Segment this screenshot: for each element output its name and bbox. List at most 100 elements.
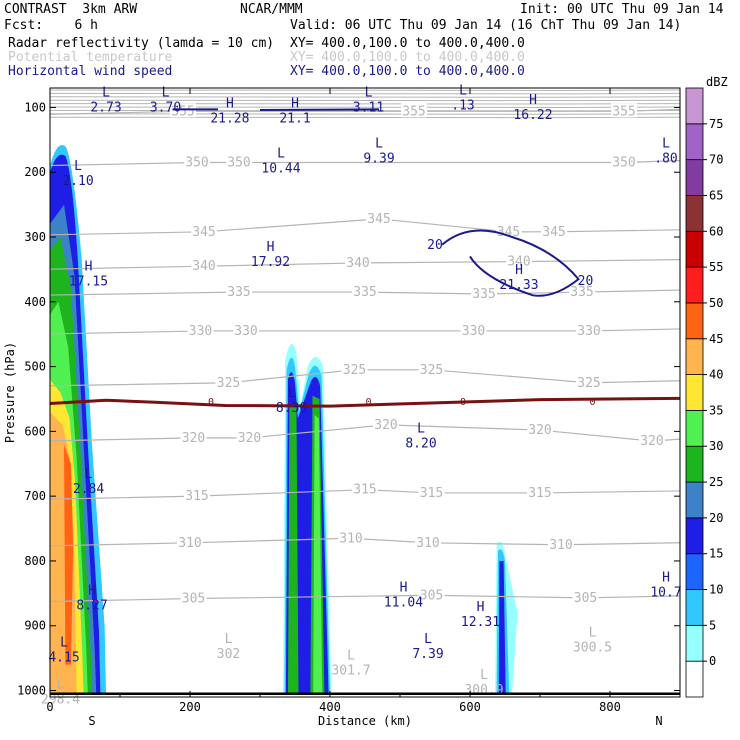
freezing-level-label: 0 bbox=[589, 397, 595, 408]
extremum-type: L bbox=[347, 648, 355, 663]
theta-contour-label: 320 bbox=[640, 434, 663, 449]
extremum-type: H bbox=[515, 263, 523, 278]
colorbar-level-label: 25 bbox=[709, 475, 723, 489]
theta-label-bg bbox=[233, 322, 259, 337]
theta-contour-label: 310 bbox=[416, 536, 439, 551]
extremum-type: L bbox=[74, 159, 82, 174]
theta-contour-line bbox=[49, 369, 681, 387]
plot-frame bbox=[49, 87, 681, 698]
y-tick-label: 700 bbox=[24, 489, 46, 503]
theta-contour-label: 355 bbox=[171, 104, 194, 119]
theta-contour-label: 335 bbox=[472, 287, 495, 302]
init-time: Init: 00 UTC Thu 09 Jan 14 bbox=[520, 2, 724, 17]
theta-contour-label: 345 bbox=[192, 225, 215, 240]
extremum-value: .13 bbox=[451, 98, 474, 113]
theta-contour-label: 355 bbox=[402, 104, 425, 119]
theta-label-bg bbox=[180, 590, 207, 605]
extremum-value: 9.39 bbox=[363, 152, 394, 167]
colorbar: 0 5 10 15 20 25 30 35 40 45 50 55 60 65 70 75 dBZ bbox=[685, 75, 728, 698]
extremum-value: 8.27 bbox=[76, 599, 107, 614]
theta-label-bg bbox=[345, 254, 371, 269]
theta-label-bg bbox=[226, 284, 252, 299]
extremum-value: 11.04 bbox=[384, 595, 423, 610]
extremum-type: L bbox=[162, 85, 170, 100]
theta-label-bg bbox=[352, 284, 378, 299]
extremum-type: H bbox=[662, 571, 670, 586]
colorbar-swatch bbox=[685, 481, 704, 519]
colorbar-swatch bbox=[685, 195, 704, 232]
theta-upper-line bbox=[49, 113, 681, 115]
theta-contour-line bbox=[49, 289, 681, 296]
theta-label-bg bbox=[184, 488, 210, 503]
refl-cell-2-35dbz bbox=[313, 415, 323, 694]
extremum-value: 2.84 bbox=[73, 482, 104, 497]
extremum-type: H bbox=[267, 240, 275, 255]
theta-contour-label: 315 bbox=[420, 486, 443, 501]
colorbar-level-label: 15 bbox=[709, 547, 723, 561]
extremum-value: 298.4 bbox=[41, 693, 80, 708]
theta-contour-label: 325 bbox=[577, 376, 600, 391]
theta-label-bg bbox=[191, 223, 217, 238]
theta-contour-label: 305 bbox=[182, 592, 205, 607]
theta-label-bg bbox=[548, 536, 574, 551]
y-tick-label: 200 bbox=[24, 165, 46, 179]
extremum-value: 302 bbox=[217, 647, 240, 662]
extremum-value: 10.7 bbox=[650, 586, 681, 601]
valid-time: Valid: 06 UTC Thu 09 Jan 14 (16 ChT Thu … bbox=[290, 18, 682, 33]
layer-1-name: Radar reflectivity (lamda = 10 cm) bbox=[8, 36, 275, 51]
theta-upper-line bbox=[49, 96, 681, 98]
colorbar-swatch bbox=[685, 410, 704, 447]
theta-upper-line bbox=[49, 89, 681, 91]
theta-label-bg bbox=[352, 481, 378, 496]
theta-contour-label: 340 bbox=[507, 255, 530, 270]
extremum-type: L bbox=[57, 678, 65, 693]
theta-label-bg bbox=[418, 587, 445, 602]
theta-label-bg bbox=[460, 322, 487, 337]
wind-20-contour bbox=[441, 229, 580, 297]
theta-contour-label: 325 bbox=[217, 376, 240, 391]
colorbar-swatch bbox=[685, 624, 704, 662]
theta-contour-label: 320 bbox=[182, 431, 205, 446]
theta-contour-label: 345 bbox=[497, 225, 520, 240]
theta-contour-label: 315 bbox=[528, 486, 551, 501]
theta-label-bg bbox=[177, 534, 203, 549]
extremum-type: H bbox=[400, 580, 408, 595]
theta-label-bg bbox=[415, 534, 441, 549]
theta-contour-line bbox=[49, 489, 681, 500]
wind-jet-contour bbox=[172, 108, 380, 112]
x-tick-label: 600 bbox=[459, 700, 481, 714]
y-tick-label: 500 bbox=[24, 360, 46, 374]
extremum-type: H bbox=[85, 260, 93, 275]
extremum-value: 17.92 bbox=[251, 255, 290, 270]
colorbar-level-label: 5 bbox=[709, 618, 716, 632]
y-tick-label: 1000 bbox=[17, 684, 46, 698]
extremum-value: 3.70 bbox=[150, 100, 181, 115]
colorbar-level-label: 40 bbox=[709, 368, 723, 382]
colorbar-swatch bbox=[685, 553, 704, 590]
colorbar-swatch bbox=[685, 159, 704, 196]
theta-contour-label: 325 bbox=[343, 363, 366, 378]
refl-cell-3-20dbz bbox=[498, 560, 506, 694]
extremum-type: H bbox=[291, 96, 299, 111]
theta-label-bg bbox=[611, 154, 637, 169]
extremum-type: L bbox=[60, 635, 68, 650]
theta-contour-label: 330 bbox=[577, 324, 600, 339]
theta-contours: 355 355 355 350 350 350 345 345 345 345 340 340 340 3… bbox=[49, 89, 681, 607]
extremum-value: 21.28 bbox=[210, 111, 249, 126]
colorbar-swatch bbox=[685, 589, 704, 626]
theta-label-bg bbox=[366, 210, 392, 225]
theta-label-bg bbox=[576, 374, 602, 389]
theta-label-bg bbox=[572, 589, 599, 604]
theta-label-bg bbox=[471, 286, 497, 301]
theta-label-bg bbox=[215, 374, 242, 389]
extremum-value: 300.5 bbox=[573, 641, 612, 656]
extremum-value: 17.15 bbox=[69, 275, 108, 290]
colorbar-swatch bbox=[685, 338, 704, 375]
extremum-value: 7.39 bbox=[412, 647, 443, 662]
y-tick-label: 600 bbox=[24, 424, 46, 438]
theta-contour-label: 315 bbox=[185, 489, 208, 504]
y-tick-label: 400 bbox=[24, 295, 46, 309]
colorbar-level-label: 65 bbox=[709, 188, 723, 202]
x-tick-label: 200 bbox=[179, 700, 201, 714]
